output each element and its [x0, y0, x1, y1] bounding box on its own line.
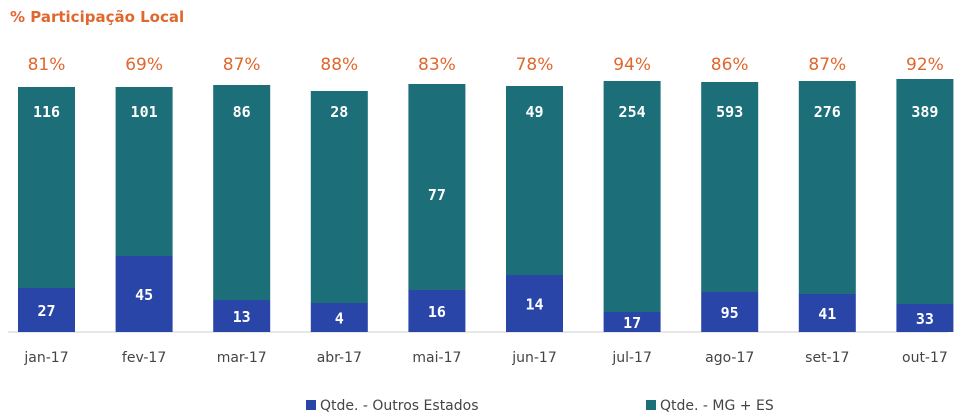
legend-swatch-mg-es — [646, 400, 656, 410]
category-label: fev-17 — [122, 350, 166, 366]
bar-mg-es-ago-17 — [701, 82, 759, 292]
bar-mg-es-out-17 — [896, 79, 954, 304]
value-label-mg-es: 254 — [619, 103, 646, 121]
bar-outros-estados-set-17 — [798, 294, 856, 332]
legend-item-mg-es: Qtde. - MG + ES — [646, 398, 774, 414]
value-label-mg-es: 116 — [33, 103, 60, 121]
value-label-outros-estados: 4 — [335, 310, 344, 328]
value-label-mg-es: 49 — [525, 103, 543, 121]
percent-label: 87% — [223, 55, 261, 75]
value-label-mg-es: 593 — [716, 103, 743, 121]
bar-mg-es-jan-17 — [18, 87, 75, 288]
bar-mg-es-fev-17 — [115, 87, 173, 256]
category-label: mai-17 — [412, 350, 461, 366]
bar-outros-estados-abr-17 — [310, 303, 368, 332]
category-label: jan-17 — [23, 350, 68, 366]
category-label: ago-17 — [705, 350, 754, 366]
percent-label: 86% — [711, 55, 749, 75]
percent-label: 81% — [28, 55, 66, 75]
category-label: set-17 — [805, 350, 849, 366]
category-label: abr-17 — [317, 350, 362, 366]
bar-mg-es-mar-17 — [213, 85, 271, 300]
value-label-outros-estados: 16 — [428, 303, 446, 321]
category-label: jun-17 — [511, 350, 557, 366]
percent-label: 78% — [516, 55, 554, 75]
category-label: mar-17 — [217, 350, 267, 366]
value-label-mg-es: 101 — [131, 103, 158, 121]
bar-outros-estados-mai-17 — [408, 290, 466, 332]
legend-item-outros-estados: Qtde. - Outros Estados — [306, 398, 479, 414]
percent-label: 88% — [320, 55, 358, 75]
chart-title: % Participação Local — [10, 8, 185, 26]
bar-outros-estados-jan-17 — [18, 288, 75, 332]
bar-mg-es-jun-17 — [506, 86, 563, 275]
percent-label: 87% — [808, 55, 846, 75]
value-label-outros-estados: 27 — [37, 302, 55, 320]
bar-outros-estados-out-17 — [896, 304, 954, 332]
percent-label: 69% — [125, 55, 163, 75]
bar-mg-es-jul-17 — [603, 81, 661, 312]
stacked-bar-chart: 116 27 81% jan-17 101 45 69% fev-17 86 13 87% mar-1… — [8, 55, 954, 366]
bar-mg-es-set-17 — [798, 81, 856, 294]
legend-swatch-outros-estados — [306, 400, 316, 410]
bar-mg-es-abr-17 — [310, 91, 368, 303]
value-label-mg-es: 28 — [330, 103, 348, 121]
legend-label-outros-estados: Qtde. - Outros Estados — [320, 398, 479, 414]
percent-label: 92% — [906, 55, 944, 75]
bar-outros-estados-mar-17 — [213, 300, 271, 332]
bar-outros-estados-jul-17 — [603, 312, 661, 332]
bar-outros-estados-jun-17 — [506, 275, 563, 332]
percent-label: 94% — [613, 55, 651, 75]
bar-mg-es-mai-17 — [408, 84, 466, 290]
value-label-mg-es: 389 — [911, 103, 938, 121]
value-label-outros-estados: 95 — [721, 304, 739, 322]
bar-outros-estados-fev-17 — [115, 256, 173, 332]
legend: Qtde. - Outros Estados Qtde. - MG + ES — [0, 398, 957, 417]
category-label: out-17 — [902, 350, 948, 366]
value-label-outros-estados: 41 — [818, 305, 836, 323]
value-label-mg-es: 86 — [233, 103, 251, 121]
value-label-outros-estados: 14 — [525, 296, 543, 314]
value-label-outros-estados: 17 — [623, 314, 641, 332]
value-label-outros-estados: 45 — [135, 286, 153, 304]
category-label: jul-17 — [611, 350, 652, 366]
value-label-mg-es: 77 — [428, 186, 446, 204]
percent-label: 83% — [418, 55, 456, 75]
value-label-outros-estados: 13 — [233, 308, 251, 326]
value-label-mg-es: 276 — [814, 103, 841, 121]
legend-label-mg-es: Qtde. - MG + ES — [660, 398, 774, 414]
value-label-outros-estados: 33 — [916, 310, 934, 328]
bar-outros-estados-ago-17 — [701, 292, 759, 332]
